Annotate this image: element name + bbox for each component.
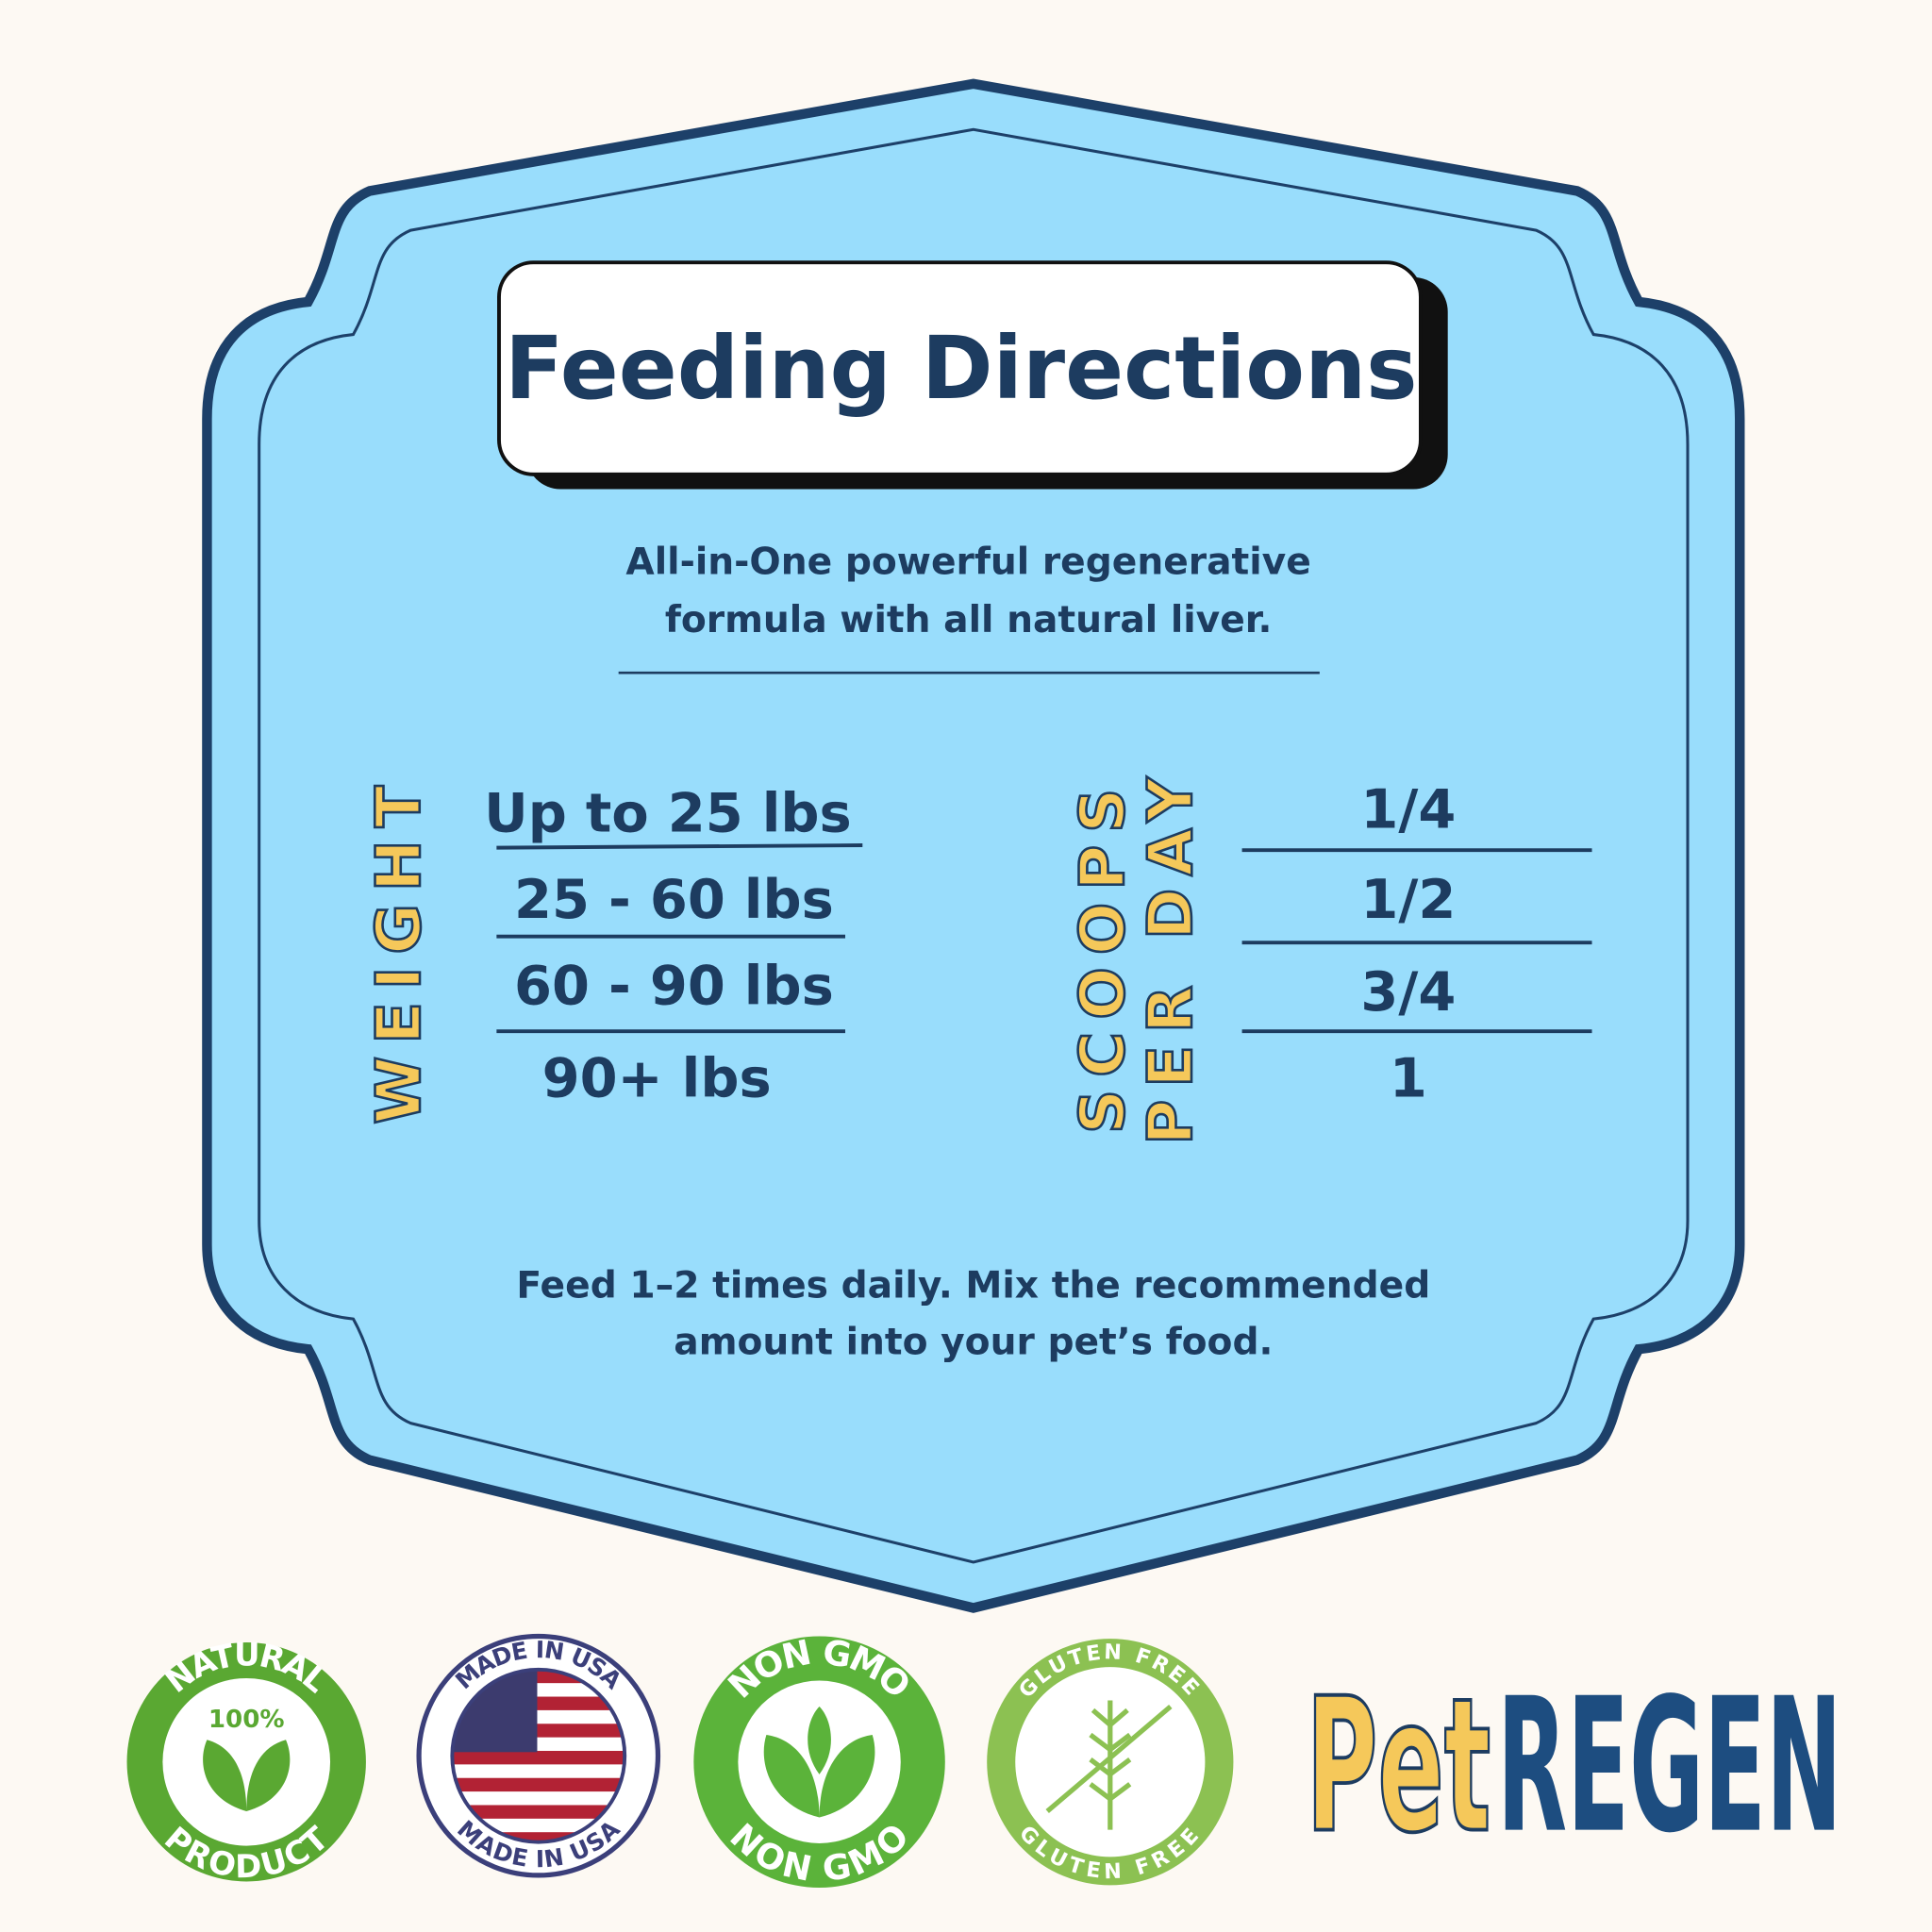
scoops-rules <box>1241 848 1592 1034</box>
logo-right: REGEN <box>1497 1659 1842 1874</box>
note-line: Feed 1–2 times daily. Mix the recommende… <box>516 1264 1430 1307</box>
wheat-icon <box>1045 1700 1173 1830</box>
weight-rules <box>496 843 863 1034</box>
weight-cell: 90+ lbs <box>542 1046 772 1109</box>
badge-center-text: 100% <box>208 1706 285 1734</box>
scoops-cell: 3/4 <box>1360 960 1456 1024</box>
logo-left: Pet <box>1306 1659 1491 1874</box>
weight-cell: Up to 25 lbs <box>484 782 852 845</box>
stripe <box>452 1777 625 1792</box>
scoops-label: PER DAY <box>1135 765 1207 1145</box>
flag-ring <box>450 1667 627 1844</box>
leaf-icon <box>763 1706 875 1818</box>
intro-line: All-in-One powerful regenerative <box>625 541 1310 584</box>
weight-cell: 25 - 60 lbs <box>514 868 834 931</box>
badge-natural: NATURAL PRODUCT 100% <box>126 1636 366 1886</box>
badge-inner <box>162 1677 331 1846</box>
scoops-label: SCOOPS <box>1067 776 1139 1134</box>
scoops-cell: 1/2 <box>1360 868 1456 931</box>
strike-line <box>1045 1704 1173 1813</box>
scoops-cell: 1 <box>1390 1046 1427 1109</box>
stripe <box>452 1751 625 1765</box>
scoops-cell: 1/4 <box>1360 778 1456 841</box>
badge-usa: MADE IN USA MADE IN USA <box>416 1633 661 1878</box>
stripe <box>452 1832 625 1842</box>
row-rule <box>496 843 863 850</box>
leaf-icon <box>203 1740 291 1811</box>
title: Feeding Directions <box>505 318 1418 419</box>
badge-gluten-free: GLUTEN FREE GLUTEN FREE <box>987 1639 1234 1886</box>
stripe <box>452 1805 625 1819</box>
title-box <box>497 260 1423 476</box>
note-line: amount into your pet’s food. <box>674 1321 1273 1363</box>
weight-cell: 60 - 90 lbs <box>514 954 834 1017</box>
weight-label: WEIGHT <box>363 774 435 1124</box>
flag <box>452 1669 625 1842</box>
badge-non-gmo: NON GMO NON GMO <box>693 1631 945 1890</box>
intro-line: formula with all natural liver. <box>665 599 1273 641</box>
